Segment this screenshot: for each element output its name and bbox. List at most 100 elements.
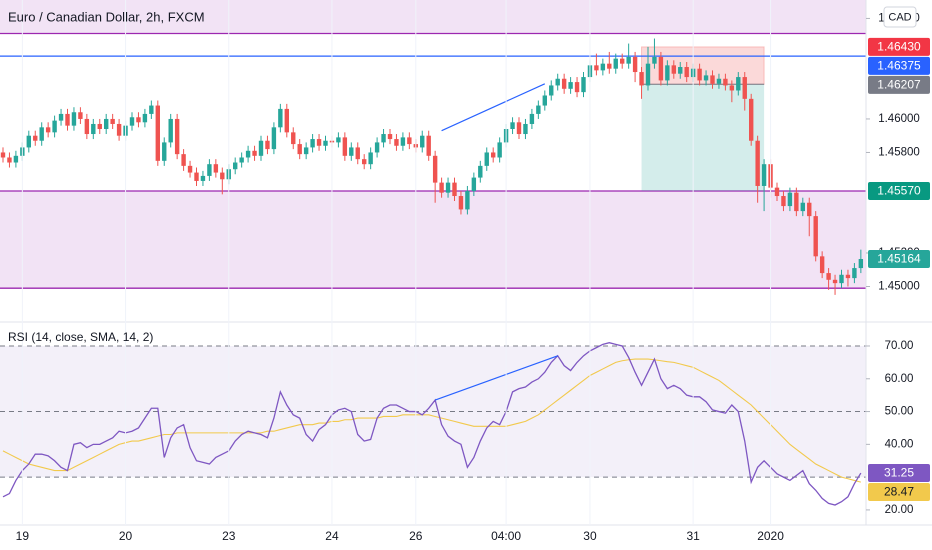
indicator-title: RSI (14, close, SMA, 14, 2) xyxy=(8,330,153,344)
currency-label[interactable]: CAD xyxy=(888,11,911,23)
position-reward xyxy=(641,84,765,191)
candle-body xyxy=(684,67,689,78)
candle-body xyxy=(116,123,122,136)
candle-body xyxy=(7,157,12,163)
y-tick-label: 20.00 xyxy=(885,504,914,516)
price-badge-label: 1.46430 xyxy=(877,40,921,54)
price-pane xyxy=(0,0,866,295)
candle-body xyxy=(652,56,657,64)
candle-body xyxy=(374,142,380,153)
candle-body xyxy=(729,85,735,91)
zone xyxy=(0,190,866,289)
candle-body xyxy=(181,154,186,166)
candle-body xyxy=(755,140,760,186)
candle-body xyxy=(420,135,425,148)
candle-body xyxy=(581,77,586,93)
candle-body xyxy=(258,140,264,156)
candle-body xyxy=(155,105,160,161)
candle-body xyxy=(736,77,741,91)
candle-body xyxy=(39,127,44,141)
y-tick-label: 50.00 xyxy=(885,406,914,418)
candle-body xyxy=(529,113,535,124)
price-badge-label: 1.45570 xyxy=(877,184,921,198)
candle-body xyxy=(723,78,728,86)
price-badge-label: 31.25 xyxy=(884,466,914,480)
x-tick-label: 2020 xyxy=(757,529,784,543)
candle-body xyxy=(794,192,799,212)
candle-body xyxy=(774,187,780,197)
candle-body xyxy=(271,127,277,150)
candle-body xyxy=(174,118,180,155)
candle-body xyxy=(136,117,141,123)
rsi-line xyxy=(2,342,862,506)
candle-body xyxy=(639,72,644,86)
candle-body xyxy=(104,118,109,130)
candle-body xyxy=(297,144,302,155)
candle-body xyxy=(84,118,90,135)
trendline xyxy=(434,355,558,401)
x-tick-label: 26 xyxy=(409,529,423,543)
candle-body xyxy=(787,192,793,207)
candle-body xyxy=(613,58,618,69)
price-badge-label: 1.46207 xyxy=(877,78,921,92)
price-badge xyxy=(868,181,930,200)
candle-body xyxy=(852,268,857,279)
candle-body xyxy=(658,56,664,81)
candle-body xyxy=(26,135,31,148)
candle-body xyxy=(497,142,502,158)
x-tick-label: 20 xyxy=(119,529,133,543)
candle-body xyxy=(303,147,309,155)
price-badge xyxy=(868,75,930,94)
y-tick-label: 60.00 xyxy=(885,373,914,385)
candle-body xyxy=(510,122,515,130)
candle-body xyxy=(471,177,477,191)
candle-body xyxy=(426,135,431,156)
candle-body xyxy=(813,216,818,257)
candle-body xyxy=(523,123,528,135)
candle-body xyxy=(703,75,709,81)
candle-body xyxy=(0,152,6,158)
price-badge xyxy=(868,483,930,502)
candle-body xyxy=(400,137,406,146)
candle-body xyxy=(458,196,464,210)
candle-body xyxy=(162,142,167,161)
candle-body xyxy=(407,137,412,145)
candle-body xyxy=(13,155,19,163)
candle-body xyxy=(432,155,438,183)
candle-body xyxy=(516,122,522,135)
candle-body xyxy=(142,113,148,123)
candle-body xyxy=(194,172,199,181)
candle-body xyxy=(491,152,496,158)
candle-body xyxy=(549,85,554,96)
candle-body xyxy=(819,256,825,274)
candle-body xyxy=(742,77,747,99)
candle-body xyxy=(278,108,283,128)
candle-body xyxy=(129,117,135,126)
price-badge-label: 1.46375 xyxy=(877,59,921,73)
candle-body xyxy=(310,139,315,148)
candle-body xyxy=(291,132,296,145)
y-tick-label: 70.00 xyxy=(885,340,914,352)
y-tick-label: 1.45000 xyxy=(878,281,920,293)
currency-button[interactable] xyxy=(883,6,917,28)
candle-body xyxy=(252,150,257,156)
candle-body xyxy=(200,175,206,181)
price-badge-label: 1.45164 xyxy=(877,252,921,266)
candle-body xyxy=(239,157,244,163)
candle-body xyxy=(832,279,838,284)
price-badge xyxy=(868,464,930,483)
x-tick-label: 24 xyxy=(325,529,339,543)
candle-body xyxy=(355,147,360,160)
candle-body xyxy=(800,202,805,212)
candle-body xyxy=(671,65,676,74)
candle-body xyxy=(213,164,219,173)
trendline xyxy=(441,83,546,132)
candle-body xyxy=(362,159,367,165)
candle-body xyxy=(845,274,851,279)
candle-body xyxy=(600,63,606,71)
candle-body xyxy=(484,152,489,166)
candle-body xyxy=(265,140,270,150)
candle-body xyxy=(761,164,767,186)
candle-body xyxy=(284,108,289,133)
candle-body xyxy=(91,123,96,135)
